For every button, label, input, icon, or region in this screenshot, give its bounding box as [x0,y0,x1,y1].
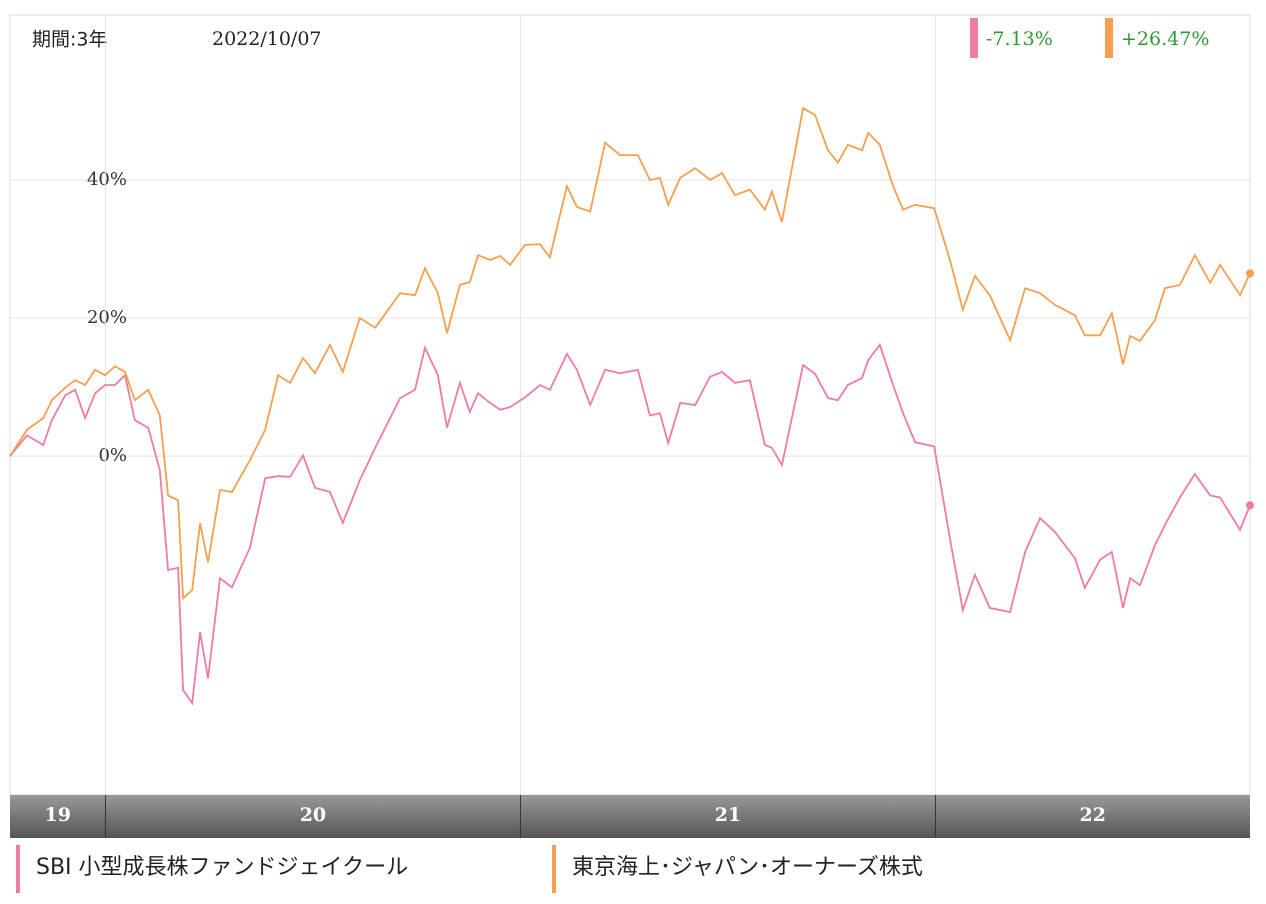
legend-swatch [1105,18,1113,58]
year-label: 22 [1079,804,1105,826]
end-point [1246,269,1254,278]
legend-label: SBI 小型成長株ファンドジェイクール [36,855,408,880]
year-band [10,795,1250,838]
series-line [9,342,1251,706]
date-label: 2022/10/07 [212,28,322,50]
legend-bar [552,845,556,893]
legend-swatch [970,18,978,58]
year-label: 19 [44,804,70,826]
y-tick-label: 40% [87,169,127,190]
end-value-label: +26.47% [1121,28,1209,50]
year-label: 21 [715,804,741,826]
series-line [9,106,1251,601]
y-tick-label: 20% [87,307,127,328]
y-tick-label: 0% [98,445,127,466]
end-value-label: -7.13% [986,28,1053,50]
end-point [1246,501,1254,510]
legend-label: 東京海上･ジャパン･オーナーズ株式 [572,855,923,880]
legend-bar [16,845,20,893]
plot-frame [9,14,1251,796]
year-label: 20 [300,804,326,826]
period-label: 期間:3年 [32,29,108,51]
